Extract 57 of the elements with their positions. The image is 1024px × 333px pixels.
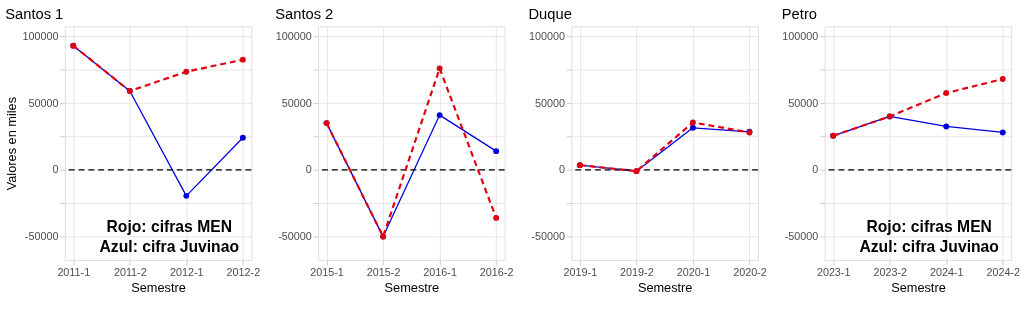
y-tick-label: 100000 xyxy=(275,29,312,42)
x-tick-label: 2016-2 xyxy=(479,266,514,279)
y-tick-label: 100000 xyxy=(529,29,566,42)
y-tick-label: -50000 xyxy=(24,230,59,243)
point xyxy=(493,214,500,221)
y-axis-title: Valores en miles xyxy=(3,96,19,191)
x-tick-label: 2024-1 xyxy=(929,266,964,279)
y-tick-label: 100000 xyxy=(782,29,819,42)
x-tick-label: 2011-2 xyxy=(113,266,147,279)
point xyxy=(689,119,696,126)
x-tick-label: 2015-1 xyxy=(310,266,344,279)
x-tick-label: 2020-1 xyxy=(676,266,711,279)
x-tick-label: 2016-1 xyxy=(423,266,457,279)
y-tick-label: -50000 xyxy=(278,230,312,243)
point xyxy=(493,148,500,155)
point xyxy=(999,76,1006,82)
point xyxy=(943,90,950,96)
point xyxy=(239,56,246,63)
y-tick-label: 0 xyxy=(52,163,59,176)
chart-title: Santos 1 xyxy=(5,6,64,23)
x-tick-label: 2023-1 xyxy=(816,266,851,279)
point xyxy=(943,123,950,130)
annotation: Rojo: cifras MEN Azul: cifra Juvinao xyxy=(859,218,999,255)
point xyxy=(689,124,696,131)
point xyxy=(239,134,246,141)
x-axis-title: Semestre xyxy=(891,279,946,295)
x-tick-label: 2011-1 xyxy=(57,266,91,279)
y-tick-label: 50000 xyxy=(788,96,819,109)
x-tick-label: 2020-2 xyxy=(733,266,767,279)
point xyxy=(436,112,443,119)
y-tick-label: 0 xyxy=(305,163,312,176)
y-tick-label: -50000 xyxy=(784,230,819,243)
point xyxy=(183,192,190,199)
y-tick-label: 0 xyxy=(812,163,819,176)
point xyxy=(436,65,443,72)
x-axis-title: Semestre xyxy=(131,279,186,295)
annotation: Rojo: cifras MEN Azul: cifra Juvinao xyxy=(99,218,239,255)
chart-title: Duque xyxy=(528,6,572,23)
x-tick-label: 2015-2 xyxy=(366,266,401,279)
chart-title: Santos 2 xyxy=(275,6,334,23)
x-axis-title: Semestre xyxy=(384,279,440,295)
x-tick-label: 2012-1 xyxy=(170,266,204,279)
y-tick-label: 100000 xyxy=(22,29,59,42)
y-tick-label: 50000 xyxy=(535,96,566,109)
x-tick-label: 2023-2 xyxy=(873,266,907,279)
x-tick-label: 2024-2 xyxy=(986,266,1021,279)
x-axis-title: Semestre xyxy=(637,279,693,295)
chart-title: Petro xyxy=(781,6,817,23)
x-tick-label: 2012-2 xyxy=(226,266,261,279)
x-tick-label: 2019-2 xyxy=(620,266,654,279)
y-tick-label: -50000 xyxy=(531,230,566,243)
y-tick-label: 0 xyxy=(559,163,566,176)
point xyxy=(183,68,190,75)
x-tick-label: 2019-1 xyxy=(563,266,598,279)
point xyxy=(999,129,1006,136)
y-tick-label: 50000 xyxy=(281,96,312,109)
y-tick-label: 50000 xyxy=(28,96,59,109)
